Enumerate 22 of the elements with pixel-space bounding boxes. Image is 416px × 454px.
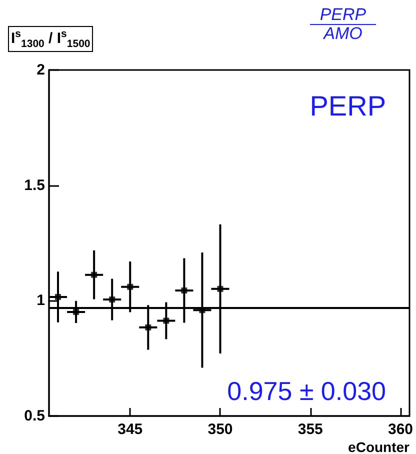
point [145, 324, 152, 330]
chart-title: PERP [310, 5, 376, 25]
x-tick-label: 360 [388, 421, 413, 438]
point [181, 288, 188, 294]
x-tick-label: 355 [298, 421, 323, 438]
point [91, 272, 98, 278]
y-tick-label: 0.5 [24, 408, 45, 424]
point [163, 318, 170, 324]
point [127, 284, 134, 290]
y-tick-label: 2 [36, 62, 45, 78]
point [109, 296, 116, 303]
x-tick-label: 345 [118, 421, 143, 438]
point [217, 286, 224, 292]
annotation: 0.975 ± 0.030 [227, 376, 386, 406]
annotation: PERP [310, 90, 386, 122]
x-tick-label: 350 [208, 421, 233, 438]
y-tick-label: 1 [36, 292, 45, 310]
chart-subtitle: AMO [322, 24, 364, 43]
x-axis-title: eCounter [348, 439, 410, 454]
point [55, 294, 62, 300]
y-tick-label: 1.5 [24, 176, 45, 194]
point [73, 308, 80, 315]
